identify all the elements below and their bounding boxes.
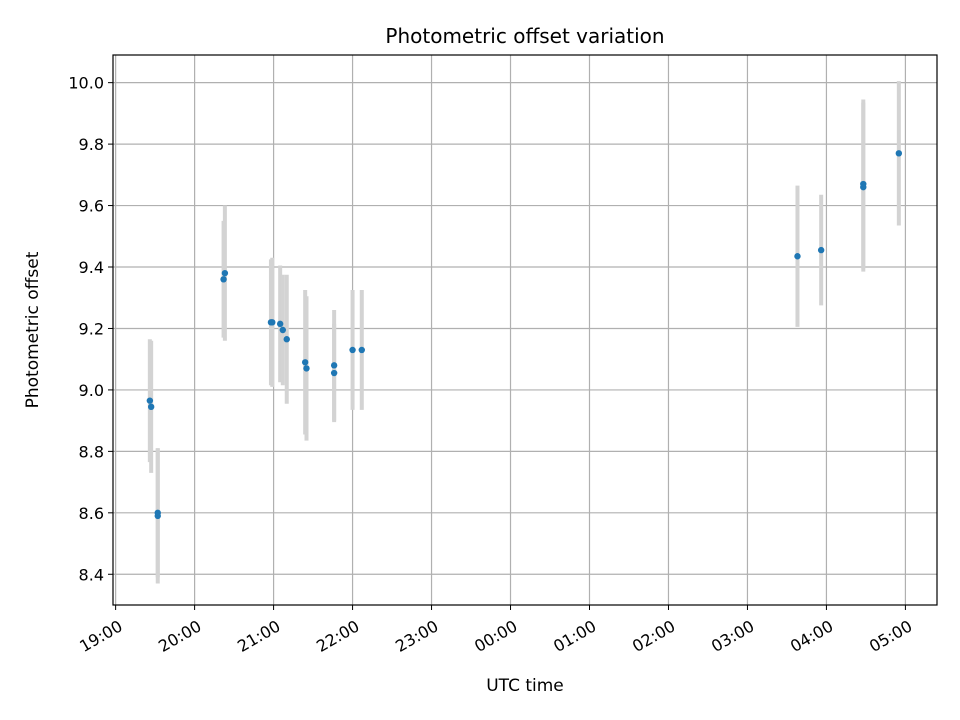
- data-point: [860, 183, 867, 191]
- data-point: [349, 346, 356, 354]
- grid: [113, 55, 937, 605]
- y-axis-ticks: 8.4 8.6 8.8 9.0 9.2 9.4 9.6 9.8 10.0: [68, 74, 113, 584]
- data-point: [269, 319, 276, 326]
- y-tick-label: 8.8: [79, 442, 104, 461]
- data-point: [303, 365, 310, 372]
- data-point: [817, 246, 825, 254]
- y-tick-label: 9.2: [79, 319, 104, 338]
- y-tick-label: 9.0: [79, 381, 104, 400]
- data-point: [221, 269, 229, 277]
- y-tick-label: 9.6: [79, 197, 104, 216]
- data-point: [154, 512, 161, 520]
- data-point: [279, 326, 287, 334]
- data-point: [276, 320, 284, 328]
- data-point: [330, 369, 338, 377]
- data-point: [220, 276, 227, 283]
- data-point: [895, 150, 903, 157]
- plot-frame: [112, 54, 938, 606]
- y-tick-label: 9.4: [79, 258, 104, 277]
- y-axis-label: Photometric offset: [23, 251, 43, 408]
- data-point: [147, 403, 155, 411]
- data-point: [358, 346, 365, 354]
- y-tick-label: 8.4: [79, 565, 104, 584]
- data-point: [283, 336, 290, 343]
- data-points: [146, 150, 903, 520]
- y-tick-label: 10.0: [68, 74, 104, 93]
- data-point: [794, 253, 801, 260]
- y-tick-label: 8.6: [79, 504, 104, 523]
- chart-title: Photometric offset variation: [385, 24, 664, 48]
- data-point: [146, 397, 154, 404]
- data-point: [330, 362, 338, 369]
- data-point: [301, 359, 309, 366]
- y-tick-label: 9.8: [79, 135, 104, 154]
- x-axis-label: UTC time: [486, 676, 564, 696]
